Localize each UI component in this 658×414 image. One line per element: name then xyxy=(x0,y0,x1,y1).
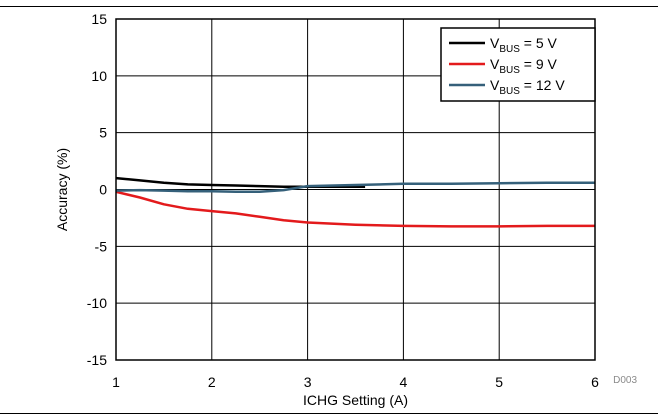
legend-label-2: VBUS = 9 V xyxy=(490,56,558,76)
x-axis-label: ICHG Setting (A) xyxy=(303,392,408,408)
y-tick-label: 15 xyxy=(91,11,107,27)
y-tick-label: -15 xyxy=(87,352,107,368)
x-tick-label: 2 xyxy=(208,374,216,390)
series-line-3 xyxy=(115,181,595,194)
y-tick-label: -10 xyxy=(87,295,107,311)
x-tick-label: 4 xyxy=(400,374,408,390)
grid xyxy=(116,19,595,360)
figure-id: D003 xyxy=(613,375,637,386)
x-tick-labels: 1 2 3 4 5 6 xyxy=(112,374,599,390)
y-tick-label: 0 xyxy=(99,182,107,198)
y-tick-label: 5 xyxy=(99,125,107,141)
plot-frame xyxy=(115,18,596,361)
x-tick-label: 1 xyxy=(112,374,120,390)
y-tick-label: -5 xyxy=(95,238,108,254)
y-tick-labels: -15 -10 -5 0 5 10 15 xyxy=(87,11,107,368)
series-layer xyxy=(115,176,595,228)
legend-label-1: VBUS = 5 V xyxy=(490,35,558,55)
series-line-2 xyxy=(115,190,595,228)
y-tick-label: 10 xyxy=(91,68,107,84)
legend-label-3: VBUS = 12 V xyxy=(490,77,565,97)
legend-box xyxy=(440,27,596,102)
x-tick-label: 3 xyxy=(304,374,312,390)
x-tick-label: 6 xyxy=(591,374,599,390)
y-axis-label: Accuracy (%) xyxy=(54,148,70,231)
x-tick-label: 5 xyxy=(495,374,503,390)
top-rule xyxy=(0,6,658,7)
